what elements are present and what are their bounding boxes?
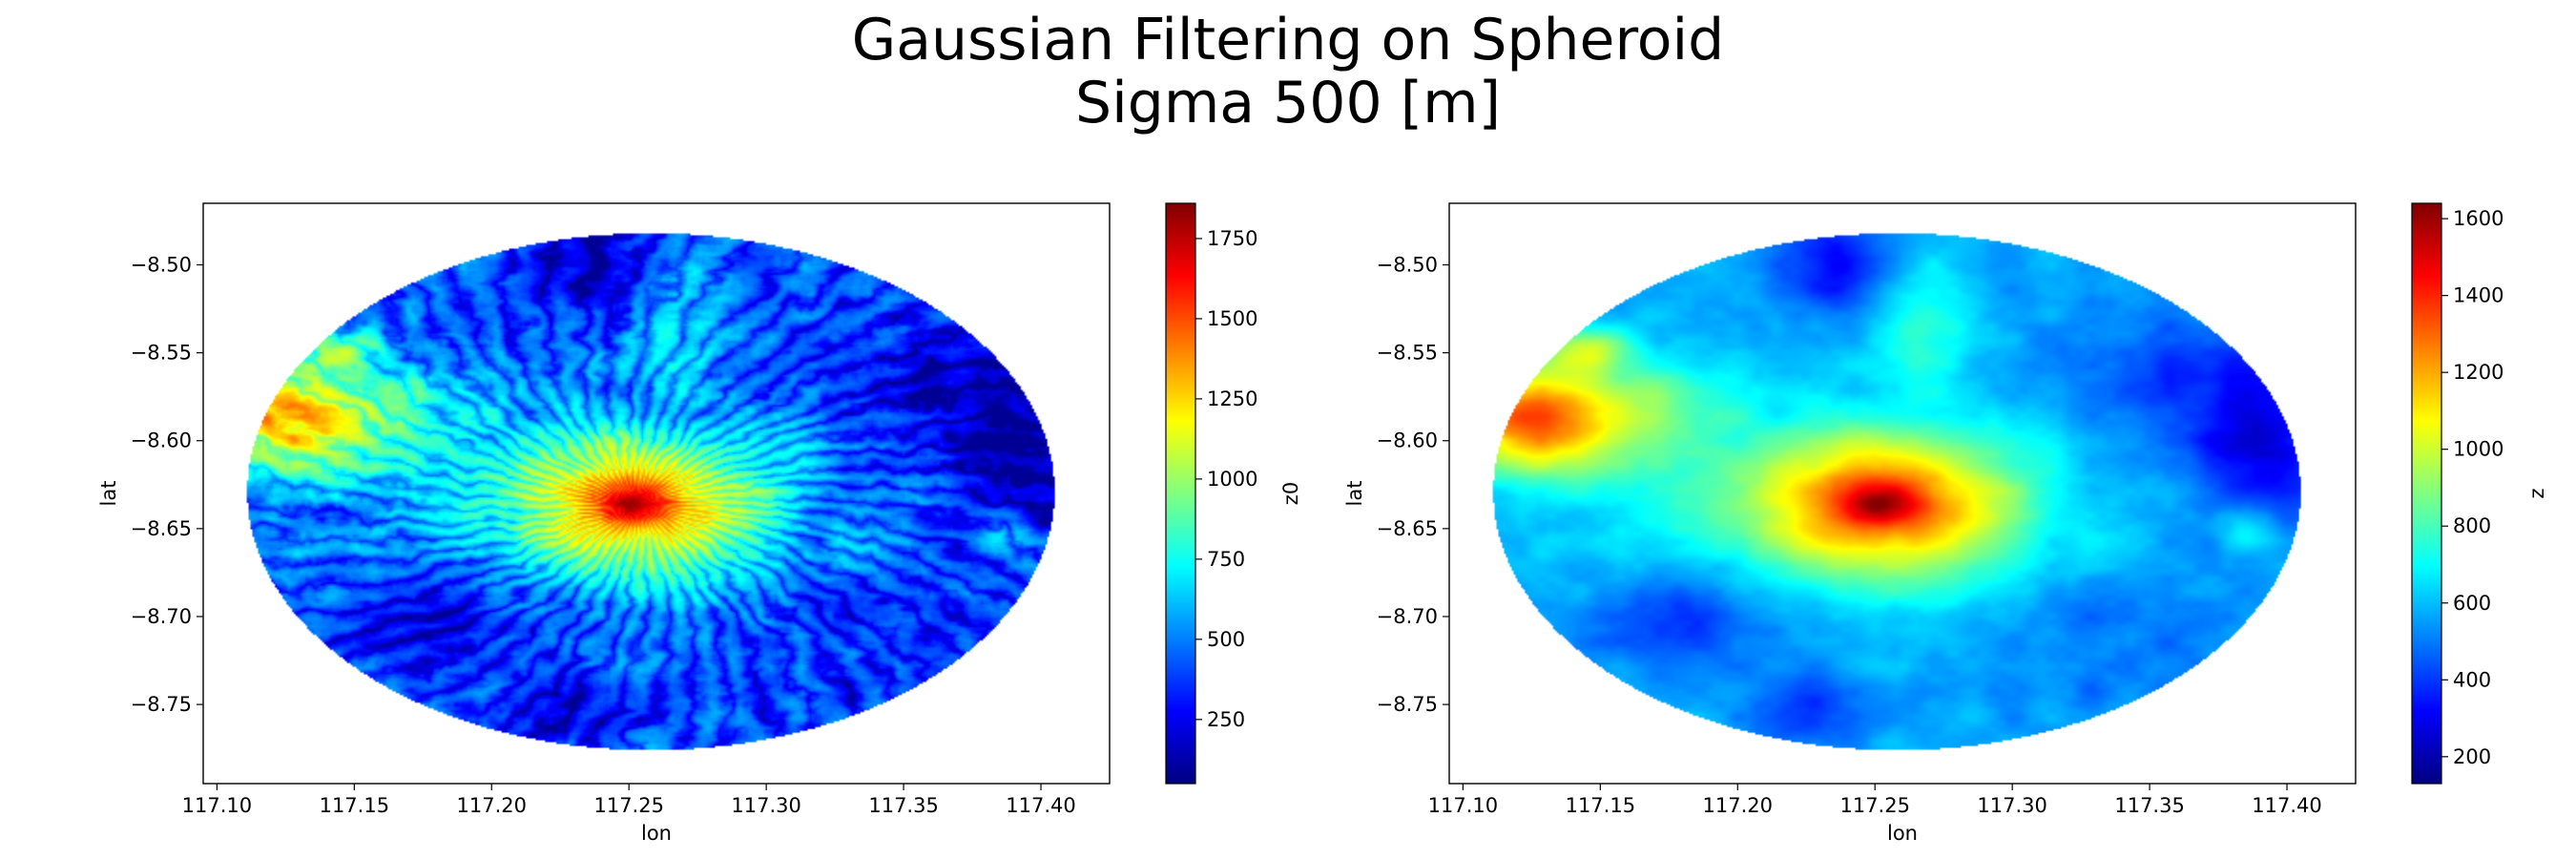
x-tick-label: 117.25 xyxy=(1839,794,1909,817)
x-axis-label: lon xyxy=(1887,822,1918,845)
right-heatmap-panel: 117.10 117.15 117.20 117.25 117.30 117.35 117.… xyxy=(1343,202,2548,845)
heatmap-raster xyxy=(203,203,1110,784)
left-heatmap-panel: 117.10 117.15 117.20 117.25 117.30 117.35 117.… xyxy=(97,202,1302,845)
colorbar-tick-label: 1200 xyxy=(2453,361,2503,384)
axes-frame xyxy=(202,202,1111,785)
y-tick-label: −8.55 xyxy=(131,342,192,365)
axes-frame xyxy=(1448,202,2357,785)
x-tick-label: 117.15 xyxy=(320,794,389,817)
colorbar xyxy=(1165,202,1196,785)
colorbar-tick-label: 500 xyxy=(1207,628,1245,651)
y-tick-label: −8.60 xyxy=(1377,430,1438,452)
x-tick-label: 117.10 xyxy=(1428,794,1498,817)
colorbar-tick-label: 1250 xyxy=(1207,388,1257,410)
colorbar-tick-label: 800 xyxy=(2453,514,2491,537)
colorbar-tick-label: 400 xyxy=(2453,668,2491,691)
x-tick-label: 117.30 xyxy=(1977,794,2046,817)
y-tick-label: −8.70 xyxy=(131,605,192,628)
y-tick-label: −8.65 xyxy=(131,517,192,540)
colorbar-label: z0 xyxy=(1279,482,1302,505)
x-tick-label: 117.35 xyxy=(868,794,938,817)
colorbar-tick-label: 1750 xyxy=(1207,227,1257,250)
y-axis-label: lat xyxy=(1343,481,1366,507)
x-tick-label: 117.30 xyxy=(731,794,800,817)
x-tick-label: 117.20 xyxy=(1703,794,1773,817)
x-tick-label: 117.20 xyxy=(457,794,527,817)
x-axis-label: lon xyxy=(641,822,672,845)
colorbar xyxy=(2411,202,2442,785)
y-tick-label: −8.75 xyxy=(131,693,192,716)
colorbar-tick-label: 200 xyxy=(2453,745,2491,768)
colorbar-tick-label: 1000 xyxy=(2453,438,2503,461)
y-tick-label: −8.75 xyxy=(1377,693,1438,716)
x-tick-label: 117.40 xyxy=(2252,794,2321,817)
x-tick-label: 117.25 xyxy=(593,794,663,817)
y-tick-label: −8.50 xyxy=(131,253,192,276)
colorbar-tick-label: 1400 xyxy=(2453,284,2503,307)
y-tick-label: −8.50 xyxy=(1377,253,1438,276)
figure-title-line2: Sigma 500 [m] xyxy=(1075,70,1501,136)
x-tick-label: 117.15 xyxy=(1566,794,1635,817)
x-tick-label: 117.40 xyxy=(1006,794,1075,817)
heatmap-raster xyxy=(1449,203,2356,784)
y-tick-label: −8.70 xyxy=(1377,605,1438,628)
colorbar-tick-label: 750 xyxy=(1207,548,1245,571)
colorbar-tick-label: 600 xyxy=(2453,592,2491,615)
colorbar-label: z xyxy=(2525,488,2548,498)
x-tick-label: 117.35 xyxy=(2114,794,2184,817)
colorbar-tick-label: 250 xyxy=(1207,708,1245,731)
figure-title-line1: Gaussian Filtering on Spheroid xyxy=(852,7,1725,73)
colorbar-tick-label: 1600 xyxy=(2453,207,2503,230)
y-tick-label: −8.60 xyxy=(131,430,192,452)
y-axis-label: lat xyxy=(97,481,120,507)
colorbar-tick-label: 1000 xyxy=(1207,468,1257,491)
x-tick-label: 117.10 xyxy=(182,794,252,817)
y-tick-label: −8.55 xyxy=(1377,342,1438,365)
colorbar-tick-label: 1500 xyxy=(1207,307,1257,330)
y-tick-label: −8.65 xyxy=(1377,517,1438,540)
